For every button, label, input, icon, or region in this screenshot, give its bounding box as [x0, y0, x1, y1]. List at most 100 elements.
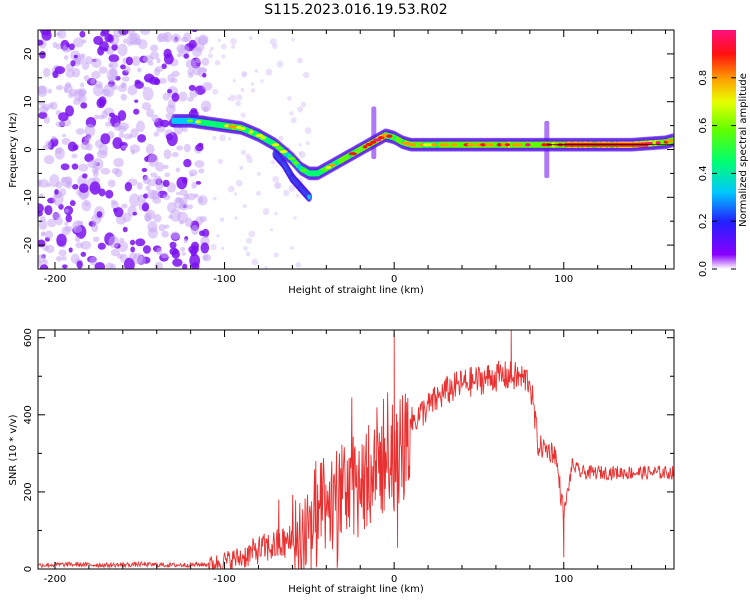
- ridge-peak: [466, 143, 475, 147]
- noise-blob: [153, 131, 160, 137]
- ridge-peak: [427, 143, 433, 147]
- noise-blob: [295, 193, 300, 198]
- noise-blob: [214, 59, 221, 66]
- noise-blob: [121, 76, 130, 82]
- noise-blob: [207, 53, 214, 59]
- colorbar-tick-label: 0.8: [698, 70, 709, 86]
- noise-blob: [111, 43, 118, 51]
- noise-blob: [212, 196, 217, 201]
- noise-blob: [210, 46, 215, 51]
- noise-blob: [113, 207, 124, 218]
- noise-blob: [188, 39, 197, 49]
- noise-blob: [108, 54, 120, 63]
- noise-blob: [123, 133, 132, 140]
- ridge-peak: [373, 138, 382, 142]
- noise-blob: [169, 241, 177, 249]
- noise-blob: [55, 43, 62, 50]
- noise-blob: [147, 153, 159, 167]
- noise-blob: [156, 57, 161, 64]
- noise-blob: [129, 239, 136, 246]
- ridge-peak: [516, 143, 523, 147]
- noise-blob: [216, 233, 220, 238]
- ridge-peak: [422, 143, 430, 147]
- noise-blob: [194, 160, 205, 168]
- ridge-peak: [240, 126, 246, 131]
- noise-blob: [89, 256, 98, 266]
- noise-blob: [142, 245, 151, 254]
- noise-blob: [208, 49, 212, 53]
- noise-blob: [121, 144, 128, 150]
- noise-blob: [38, 105, 49, 113]
- noise-blob: [246, 157, 253, 164]
- noise-blob: [58, 112, 69, 122]
- colorbar-tick-label: 0.6: [698, 118, 709, 134]
- ridge-peak: [195, 120, 202, 124]
- noise-blob: [80, 141, 90, 151]
- noise-blob: [160, 252, 169, 259]
- noise-blob: [117, 125, 127, 133]
- noise-blob: [289, 111, 294, 116]
- noise-blob: [179, 220, 185, 225]
- noise-blob: [83, 74, 90, 82]
- noise-blob: [145, 143, 155, 155]
- ridge-peak: [480, 143, 486, 147]
- noise-blob: [163, 149, 172, 160]
- noise-blob: [170, 231, 181, 240]
- noise-blob: [92, 236, 100, 243]
- noise-blob: [80, 251, 87, 257]
- noise-blob: [90, 78, 96, 85]
- noise-blob: [198, 230, 205, 236]
- noise-blob: [68, 43, 75, 51]
- noise-blob: [202, 254, 212, 262]
- ridge-streak: [371, 106, 377, 160]
- noise-blob: [140, 30, 151, 36]
- noise-blob: [84, 153, 94, 163]
- noise-blob: [150, 172, 158, 178]
- x-tick-label: -200: [44, 274, 67, 285]
- noise-blob: [227, 137, 232, 141]
- noise-blob: [151, 114, 159, 123]
- noise-blob: [124, 181, 133, 192]
- noise-blob: [189, 253, 201, 268]
- ridge-peak: [301, 168, 307, 172]
- noise-blob: [104, 33, 112, 43]
- noise-blob: [132, 253, 144, 265]
- ridge-peak: [329, 163, 336, 167]
- noise-blob: [136, 182, 143, 190]
- noise-blob: [138, 39, 148, 50]
- noise-blob: [200, 242, 210, 254]
- noise-blob: [183, 143, 191, 153]
- noise-blob: [163, 224, 170, 229]
- ridge-peak: [411, 143, 417, 147]
- noise-blob: [191, 182, 198, 189]
- noise-blob: [117, 241, 129, 253]
- noise-blob: [153, 214, 162, 223]
- noise-blob: [100, 133, 111, 145]
- noise-blob: [162, 164, 169, 170]
- noise-blob: [74, 236, 81, 243]
- noise-blob: [272, 175, 279, 183]
- spectrogram-x-label: Height of straight line (km): [288, 285, 424, 296]
- noise-blob: [70, 60, 76, 67]
- noise-blob: [231, 44, 236, 49]
- y-tick-label: 20: [23, 48, 34, 61]
- ridge-peak: [443, 143, 450, 147]
- noise-blob: [274, 182, 281, 189]
- noise-blob: [194, 36, 201, 44]
- noise-blob: [165, 104, 176, 114]
- noise-blob: [117, 43, 128, 57]
- noise-blob: [162, 179, 170, 188]
- noise-blob: [71, 163, 79, 170]
- noise-blob: [290, 117, 297, 124]
- noise-blob: [99, 41, 109, 51]
- noise-blob: [70, 253, 80, 264]
- noise-blob: [153, 68, 161, 76]
- noise-blob: [80, 240, 92, 250]
- figure-title: S115.2023.016.19.53.R02: [264, 2, 447, 18]
- ridge-peak: [666, 139, 674, 143]
- noise-blob: [110, 199, 118, 205]
- noise-blob: [172, 258, 183, 267]
- noise-blob: [171, 92, 180, 102]
